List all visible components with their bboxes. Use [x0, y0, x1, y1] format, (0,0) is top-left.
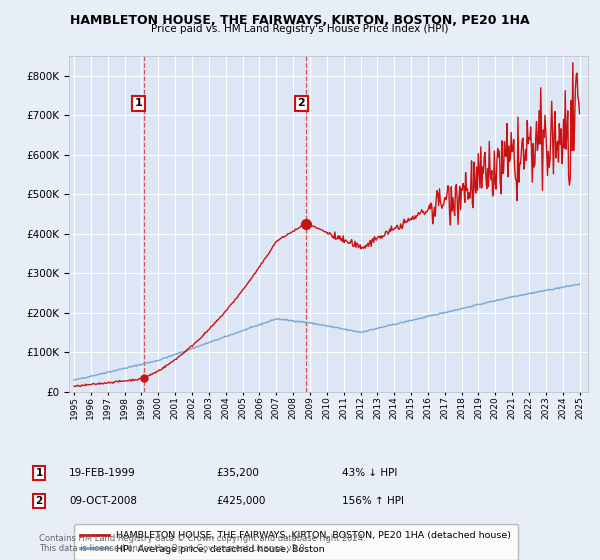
- Text: 09-OCT-2008: 09-OCT-2008: [69, 496, 137, 506]
- Text: £35,200: £35,200: [216, 468, 259, 478]
- Text: 1: 1: [135, 99, 142, 109]
- Text: 2: 2: [35, 496, 43, 506]
- Legend: HAMBLETON HOUSE, THE FAIRWAYS, KIRTON, BOSTON, PE20 1HA (detached house), HPI: A: HAMBLETON HOUSE, THE FAIRWAYS, KIRTON, B…: [74, 524, 518, 560]
- Text: Contains HM Land Registry data © Crown copyright and database right 2024.
This d: Contains HM Land Registry data © Crown c…: [39, 534, 365, 553]
- Text: 19-FEB-1999: 19-FEB-1999: [69, 468, 136, 478]
- Text: 43% ↓ HPI: 43% ↓ HPI: [342, 468, 397, 478]
- Text: 2: 2: [298, 99, 305, 109]
- Text: £425,000: £425,000: [216, 496, 265, 506]
- Text: HAMBLETON HOUSE, THE FAIRWAYS, KIRTON, BOSTON, PE20 1HA: HAMBLETON HOUSE, THE FAIRWAYS, KIRTON, B…: [70, 14, 530, 27]
- Text: 1: 1: [35, 468, 43, 478]
- Text: 156% ↑ HPI: 156% ↑ HPI: [342, 496, 404, 506]
- Text: Price paid vs. HM Land Registry's House Price Index (HPI): Price paid vs. HM Land Registry's House …: [151, 24, 449, 34]
